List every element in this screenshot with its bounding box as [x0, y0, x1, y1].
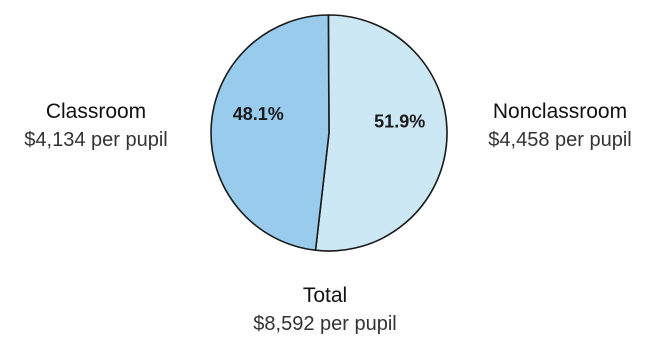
percent-label-nonclassroom: 51.9% — [374, 112, 425, 132]
nonclassroom-amount: $4,458 per pupil — [488, 129, 632, 151]
classroom-label: Classroom $4,134 per pupil — [2, 101, 190, 150]
total-amount: $8,592 per pupil — [253, 313, 397, 335]
nonclassroom-name: Nonclassroom — [492, 100, 628, 123]
pie-slice-nonclassroom — [314, 14, 448, 252]
percent-labels: 51.9% 48.1% — [233, 104, 425, 132]
percent-label-classroom: 48.1% — [233, 104, 284, 124]
pie-slices — [210, 14, 448, 252]
classroom-amount: $4,134 per pupil — [24, 129, 168, 151]
classroom-name: Classroom — [45, 100, 147, 123]
pie-slice-classroom — [210, 14, 330, 252]
nonclassroom-label: Nonclassroom $4,458 per pupil — [468, 101, 649, 150]
total-label: Total $8,592 per pupil — [220, 285, 430, 334]
total-name: Total — [302, 284, 348, 307]
